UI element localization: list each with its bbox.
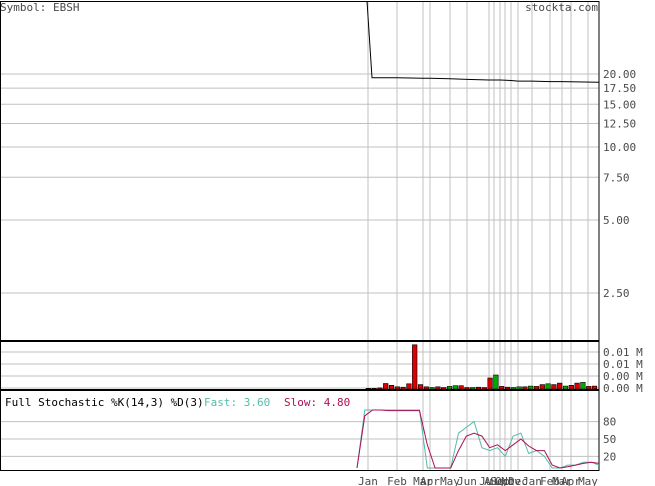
volume-bar xyxy=(429,387,435,390)
volume-bar xyxy=(516,386,522,390)
month-label: Dec xyxy=(508,475,528,486)
volume-bar xyxy=(406,383,412,390)
panel-frame xyxy=(0,390,600,471)
volume-bar xyxy=(458,385,464,390)
month-label: May xyxy=(440,475,460,486)
price-line xyxy=(366,0,600,83)
volume-bar xyxy=(562,385,569,390)
volume-bar xyxy=(464,387,470,390)
stochastic-tick-label: 80 xyxy=(603,416,616,429)
panel-frame xyxy=(0,341,600,390)
price-tick-label: 15.00 xyxy=(603,98,636,111)
fast-label: Fast: 3.60 xyxy=(204,396,270,409)
volume-bar xyxy=(539,384,545,390)
volume-bar xyxy=(493,374,499,390)
month-label: Apr xyxy=(561,475,581,486)
site-watermark: stockta.com xyxy=(525,1,598,14)
volume-bar xyxy=(499,386,505,390)
volume-panel xyxy=(365,344,598,390)
month-label: Feb xyxy=(387,475,407,486)
volume-bar xyxy=(452,385,458,390)
month-label: Mar xyxy=(552,475,572,486)
slow-label: Slow: 4.80 xyxy=(284,396,350,409)
symbol-label: Symbol: EBSH xyxy=(0,1,79,14)
volume-bar xyxy=(522,386,528,390)
volume-bar xyxy=(446,386,453,390)
month-label: May xyxy=(578,475,598,486)
price-tick-label: 5.00 xyxy=(603,214,630,227)
volume-tick-label: 0.01 M xyxy=(603,346,643,359)
volume-bar xyxy=(528,385,534,390)
volume-bar xyxy=(568,384,574,390)
price-tick-label: 20.00 xyxy=(603,68,636,81)
volume-tick-label: 0.01 M xyxy=(603,358,643,371)
panel-frames xyxy=(0,1,600,471)
month-label: Mar xyxy=(413,475,433,486)
month-label: Aug xyxy=(484,475,504,486)
volume-bar xyxy=(533,386,540,390)
volume-bar xyxy=(475,386,482,390)
volume-bar xyxy=(383,383,389,390)
price-tick-label: 7.50 xyxy=(603,171,630,184)
volume-bar xyxy=(510,387,516,390)
month-label: Apr xyxy=(420,475,440,486)
volume-bar xyxy=(394,386,400,390)
volume-bar xyxy=(481,387,487,390)
month-label: Jul xyxy=(479,475,499,486)
volume-bar xyxy=(591,385,598,390)
volume-bar xyxy=(400,386,406,390)
volume-bar xyxy=(412,344,418,390)
price-tick-label: 12.50 xyxy=(603,117,636,130)
volume-bar xyxy=(574,382,580,390)
volume-bar xyxy=(441,387,447,390)
volume-bar xyxy=(580,382,586,390)
volume-bar xyxy=(551,384,557,390)
volume-bar xyxy=(371,387,377,390)
volume-bar xyxy=(586,386,592,390)
month-label: Sep xyxy=(490,475,510,486)
month-label: Jan xyxy=(522,475,542,486)
stochastic-panel xyxy=(356,409,600,469)
volume-bar xyxy=(377,387,383,390)
price-panel xyxy=(366,0,600,83)
month-label: Jan xyxy=(358,475,378,486)
volume-bar xyxy=(388,384,395,390)
volume-bar xyxy=(545,383,551,390)
price-tick-label: 10.00 xyxy=(603,141,636,154)
volume-bar xyxy=(487,377,493,390)
stochastic-title: Full Stochastic %K(14,3) %D(3) xyxy=(5,396,204,409)
volume-tick-label: 0.00 M xyxy=(603,382,643,395)
stochastic-tick-label: 20 xyxy=(603,450,616,463)
month-label: Feb xyxy=(540,475,560,486)
price-tick-label: 2.50 xyxy=(603,287,630,300)
volume-bar xyxy=(423,386,429,390)
volume-tick-label: 0.00 M xyxy=(603,370,643,383)
price-tick-label: 17.50 xyxy=(603,82,636,95)
panel-frame xyxy=(0,1,600,341)
month-label: Nov xyxy=(501,475,521,486)
volume-bar xyxy=(435,386,441,390)
slow-line xyxy=(356,409,600,469)
month-label: Jun xyxy=(457,475,477,486)
month-label: Oct xyxy=(495,475,515,486)
volume-bar xyxy=(365,387,371,390)
stochastic-tick-label: 50 xyxy=(603,433,616,446)
volume-bar xyxy=(504,386,511,390)
volume-bar xyxy=(557,382,563,390)
volume-bar xyxy=(470,387,476,390)
volume-bar xyxy=(417,384,424,390)
